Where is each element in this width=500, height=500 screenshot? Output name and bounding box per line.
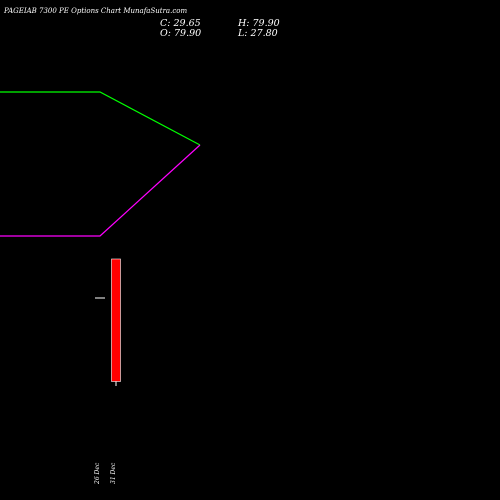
- high-value: H: 79.90: [238, 18, 280, 29]
- candle-body-31-dec: [111, 258, 121, 382]
- candles: [95, 258, 121, 386]
- chart-title: PAGEIAB 7300 PE Options Chart MunafaSutr…: [4, 7, 188, 15]
- x-tick-label: 31 Dec: [110, 462, 117, 484]
- x-tick-label: 26 Dec: [94, 462, 101, 485]
- open-value: O: 79.90: [160, 28, 202, 39]
- indicator-bands: [0, 91, 201, 237]
- close-value: C: 29.65: [160, 18, 201, 29]
- lower-band-line: [0, 144, 201, 237]
- x-axis-labels: 26 Dec 31 Dec: [94, 462, 117, 485]
- upper-band-line: [0, 91, 201, 146]
- low-value: L: 27.80: [238, 28, 278, 39]
